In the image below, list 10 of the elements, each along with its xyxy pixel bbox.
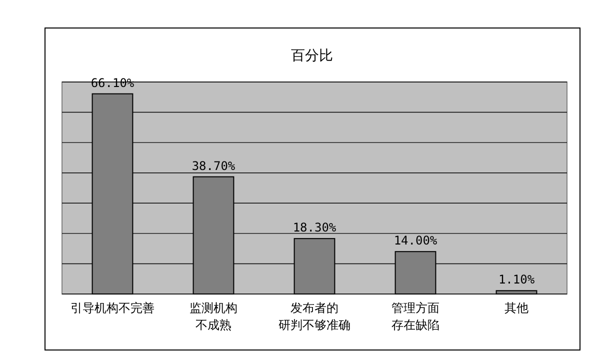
x-tick-label: 管理方面存在缺陷 <box>392 301 440 332</box>
x-tick-label: 发布者的研判不够准确 <box>278 301 350 332</box>
data-label: 38.70% <box>192 158 236 173</box>
chart-title: 百分比 <box>291 48 333 64</box>
data-label: 14.00% <box>394 234 438 248</box>
x-tick-label: 监测机构不成熟 <box>190 301 238 332</box>
data-label: 18.30% <box>292 220 337 235</box>
x-tick-label: 其他 <box>504 301 528 315</box>
data-label: 1.10% <box>498 272 536 287</box>
x-tick-label: 引导机构不完善 <box>70 301 154 315</box>
